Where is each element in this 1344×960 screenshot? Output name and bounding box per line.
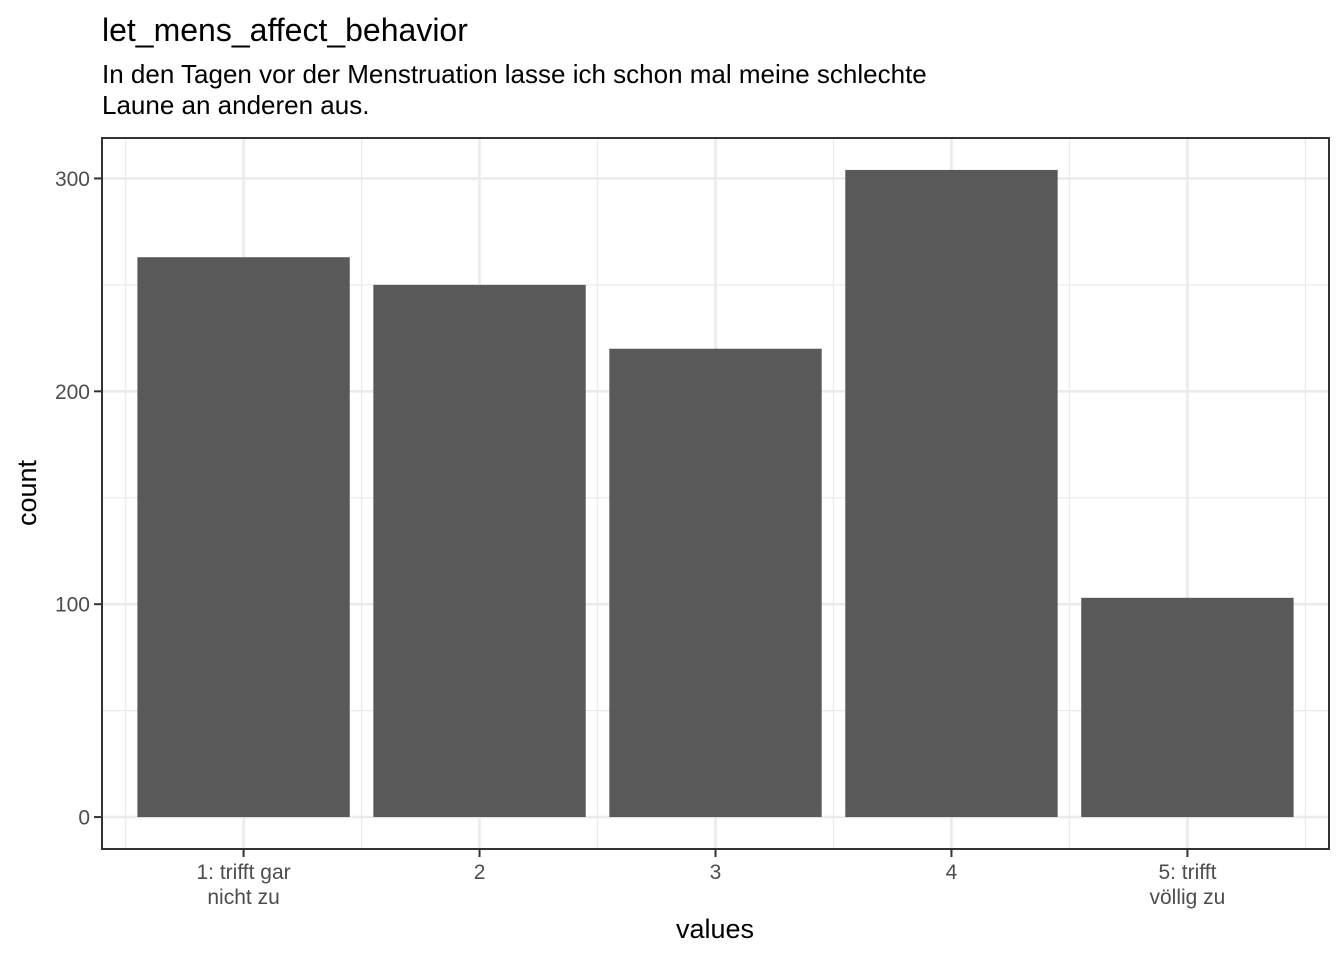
axes: 0 100 200 300 1: trifft gar nicht zu 2 3 4 5: tri… <box>55 168 1225 909</box>
bar <box>845 169 1058 818</box>
y-tick-label: 200 <box>55 381 90 404</box>
x-tick-label: 3 <box>710 861 722 884</box>
x-tick-label: 1: trifft gar nicht zu <box>196 861 290 909</box>
chart-subtitle-line-1: In den Tagen vor der Menstruation lasse … <box>102 59 927 89</box>
y-tick-label: 100 <box>55 594 90 617</box>
bar <box>137 257 350 818</box>
y-tick-label: 300 <box>55 168 90 191</box>
bar <box>1081 597 1294 818</box>
x-tick-label: 2 <box>474 861 486 884</box>
chart-subtitle-line-2: Laune an anderen aus. <box>102 90 369 120</box>
bars <box>137 169 1294 818</box>
bar <box>373 284 586 818</box>
bar <box>609 348 822 818</box>
chart-title: let_mens_affect_behavior <box>102 12 468 48</box>
y-axis-title: count <box>12 459 42 526</box>
x-tick-label: 4 <box>946 861 958 884</box>
x-tick-label: 5: trifft völlig zu <box>1149 861 1225 909</box>
y-tick-label: 0 <box>78 807 90 830</box>
x-axis-title: values <box>676 914 754 944</box>
